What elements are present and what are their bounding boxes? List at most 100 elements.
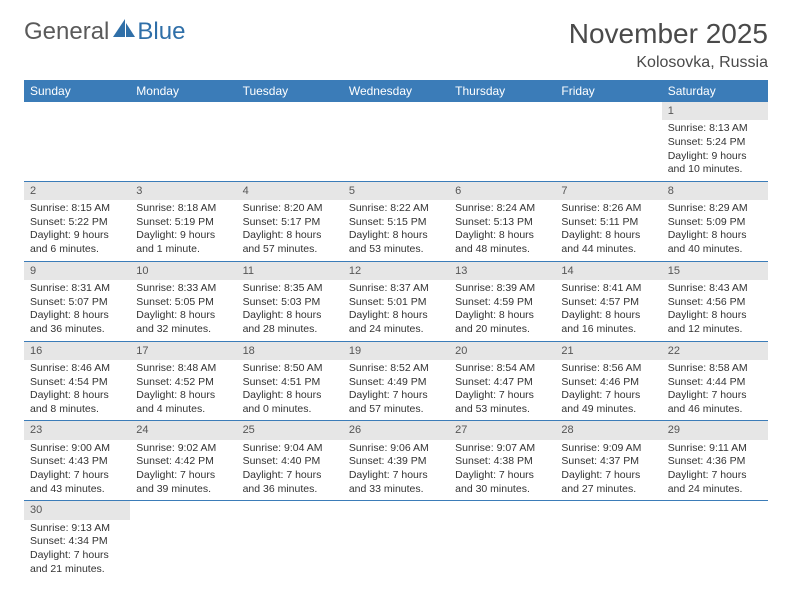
sunset-text: Sunset: 4:42 PM	[136, 455, 230, 469]
daylight-text: and 49 minutes.	[561, 403, 655, 417]
day-body: Sunrise: 8:43 AMSunset: 4:56 PMDaylight:…	[662, 280, 768, 341]
daylight-text: Daylight: 7 hours	[349, 389, 443, 403]
sunrise-text: Sunrise: 8:39 AM	[455, 282, 549, 296]
empty-cell	[130, 102, 236, 181]
sunset-text: Sunset: 4:40 PM	[243, 455, 337, 469]
daylight-text: and 24 minutes.	[668, 483, 762, 497]
logo-text-2: Blue	[137, 18, 185, 46]
sunrise-text: Sunrise: 8:46 AM	[30, 362, 124, 376]
sunrise-text: Sunrise: 8:29 AM	[668, 202, 762, 216]
day-body: Sunrise: 8:18 AMSunset: 5:19 PMDaylight:…	[130, 200, 236, 261]
empty-cell	[449, 102, 555, 181]
day-body: Sunrise: 8:24 AMSunset: 5:13 PMDaylight:…	[449, 200, 555, 261]
sunrise-text: Sunrise: 8:33 AM	[136, 282, 230, 296]
day-body: Sunrise: 9:13 AMSunset: 4:34 PMDaylight:…	[24, 520, 130, 581]
daylight-text: and 53 minutes.	[455, 403, 549, 417]
day-body: Sunrise: 9:07 AMSunset: 4:38 PMDaylight:…	[449, 440, 555, 501]
daylight-text: and 6 minutes.	[30, 243, 124, 257]
day-cell: 20Sunrise: 8:54 AMSunset: 4:47 PMDayligh…	[449, 342, 555, 421]
day-body: Sunrise: 8:54 AMSunset: 4:47 PMDaylight:…	[449, 360, 555, 421]
sunrise-text: Sunrise: 8:41 AM	[561, 282, 655, 296]
weekday-header: Monday	[130, 80, 236, 102]
sunrise-text: Sunrise: 9:11 AM	[668, 442, 762, 456]
daylight-text: and 28 minutes.	[243, 323, 337, 337]
sunset-text: Sunset: 5:07 PM	[30, 296, 124, 310]
day-number: 28	[555, 421, 661, 439]
day-number: 27	[449, 421, 555, 439]
daylight-text: Daylight: 7 hours	[243, 469, 337, 483]
day-number: 3	[130, 182, 236, 200]
weekday-header: Wednesday	[343, 80, 449, 102]
sunset-text: Sunset: 5:01 PM	[349, 296, 443, 310]
day-cell: 5Sunrise: 8:22 AMSunset: 5:15 PMDaylight…	[343, 182, 449, 261]
daylight-text: Daylight: 8 hours	[668, 309, 762, 323]
daylight-text: Daylight: 8 hours	[243, 309, 337, 323]
weekday-header-row: Sunday Monday Tuesday Wednesday Thursday…	[24, 80, 768, 102]
daylight-text: and 0 minutes.	[243, 403, 337, 417]
day-body: Sunrise: 9:04 AMSunset: 4:40 PMDaylight:…	[237, 440, 343, 501]
daylight-text: Daylight: 8 hours	[349, 229, 443, 243]
empty-cell	[130, 501, 236, 580]
sunset-text: Sunset: 4:43 PM	[30, 455, 124, 469]
daylight-text: Daylight: 8 hours	[561, 229, 655, 243]
sunset-text: Sunset: 5:09 PM	[668, 216, 762, 230]
logo-text-1: General	[24, 18, 109, 46]
sunset-text: Sunset: 5:13 PM	[455, 216, 549, 230]
day-body: Sunrise: 9:06 AMSunset: 4:39 PMDaylight:…	[343, 440, 449, 501]
calendar-page: General Blue November 2025 Kolosovka, Ru…	[0, 0, 792, 598]
page-header: General Blue November 2025 Kolosovka, Ru…	[24, 18, 768, 72]
day-cell: 21Sunrise: 8:56 AMSunset: 4:46 PMDayligh…	[555, 342, 661, 421]
empty-cell	[449, 501, 555, 580]
sunset-text: Sunset: 5:05 PM	[136, 296, 230, 310]
sunrise-text: Sunrise: 8:31 AM	[30, 282, 124, 296]
day-number: 9	[24, 262, 130, 280]
daylight-text: Daylight: 7 hours	[561, 389, 655, 403]
day-number: 21	[555, 342, 661, 360]
sunset-text: Sunset: 4:36 PM	[668, 455, 762, 469]
sunset-text: Sunset: 5:24 PM	[668, 136, 762, 150]
daylight-text: Daylight: 8 hours	[243, 389, 337, 403]
day-body: Sunrise: 8:39 AMSunset: 4:59 PMDaylight:…	[449, 280, 555, 341]
weeks-container: 1Sunrise: 8:13 AMSunset: 5:24 PMDaylight…	[24, 102, 768, 580]
sunset-text: Sunset: 4:51 PM	[243, 376, 337, 390]
daylight-text: and 53 minutes.	[349, 243, 443, 257]
daylight-text: Daylight: 8 hours	[30, 309, 124, 323]
sunrise-text: Sunrise: 8:52 AM	[349, 362, 443, 376]
day-body: Sunrise: 8:56 AMSunset: 4:46 PMDaylight:…	[555, 360, 661, 421]
sunset-text: Sunset: 4:38 PM	[455, 455, 549, 469]
day-body: Sunrise: 8:33 AMSunset: 5:05 PMDaylight:…	[130, 280, 236, 341]
day-number: 26	[343, 421, 449, 439]
day-body: Sunrise: 9:09 AMSunset: 4:37 PMDaylight:…	[555, 440, 661, 501]
sunset-text: Sunset: 5:03 PM	[243, 296, 337, 310]
calendar-grid: Sunday Monday Tuesday Wednesday Thursday…	[24, 80, 768, 580]
sunrise-text: Sunrise: 9:06 AM	[349, 442, 443, 456]
daylight-text: Daylight: 8 hours	[455, 229, 549, 243]
daylight-text: and 40 minutes.	[668, 243, 762, 257]
empty-cell	[24, 102, 130, 181]
sunset-text: Sunset: 5:17 PM	[243, 216, 337, 230]
day-number: 8	[662, 182, 768, 200]
daylight-text: Daylight: 9 hours	[668, 150, 762, 164]
daylight-text: and 33 minutes.	[349, 483, 443, 497]
day-cell: 24Sunrise: 9:02 AMSunset: 4:42 PMDayligh…	[130, 421, 236, 500]
daylight-text: and 16 minutes.	[561, 323, 655, 337]
daylight-text: Daylight: 7 hours	[455, 469, 549, 483]
day-number: 23	[24, 421, 130, 439]
daylight-text: Daylight: 7 hours	[30, 469, 124, 483]
day-number: 4	[237, 182, 343, 200]
day-number: 25	[237, 421, 343, 439]
day-cell: 30Sunrise: 9:13 AMSunset: 4:34 PMDayligh…	[24, 501, 130, 580]
sunrise-text: Sunrise: 8:26 AM	[561, 202, 655, 216]
day-cell: 6Sunrise: 8:24 AMSunset: 5:13 PMDaylight…	[449, 182, 555, 261]
daylight-text: Daylight: 7 hours	[668, 469, 762, 483]
day-body: Sunrise: 8:31 AMSunset: 5:07 PMDaylight:…	[24, 280, 130, 341]
daylight-text: Daylight: 8 hours	[668, 229, 762, 243]
day-body: Sunrise: 8:50 AMSunset: 4:51 PMDaylight:…	[237, 360, 343, 421]
empty-cell	[343, 102, 449, 181]
daylight-text: and 10 minutes.	[668, 163, 762, 177]
logo: General Blue	[24, 18, 185, 46]
day-cell: 29Sunrise: 9:11 AMSunset: 4:36 PMDayligh…	[662, 421, 768, 500]
day-cell: 10Sunrise: 8:33 AMSunset: 5:05 PMDayligh…	[130, 262, 236, 341]
daylight-text: Daylight: 8 hours	[455, 309, 549, 323]
day-body: Sunrise: 8:41 AMSunset: 4:57 PMDaylight:…	[555, 280, 661, 341]
